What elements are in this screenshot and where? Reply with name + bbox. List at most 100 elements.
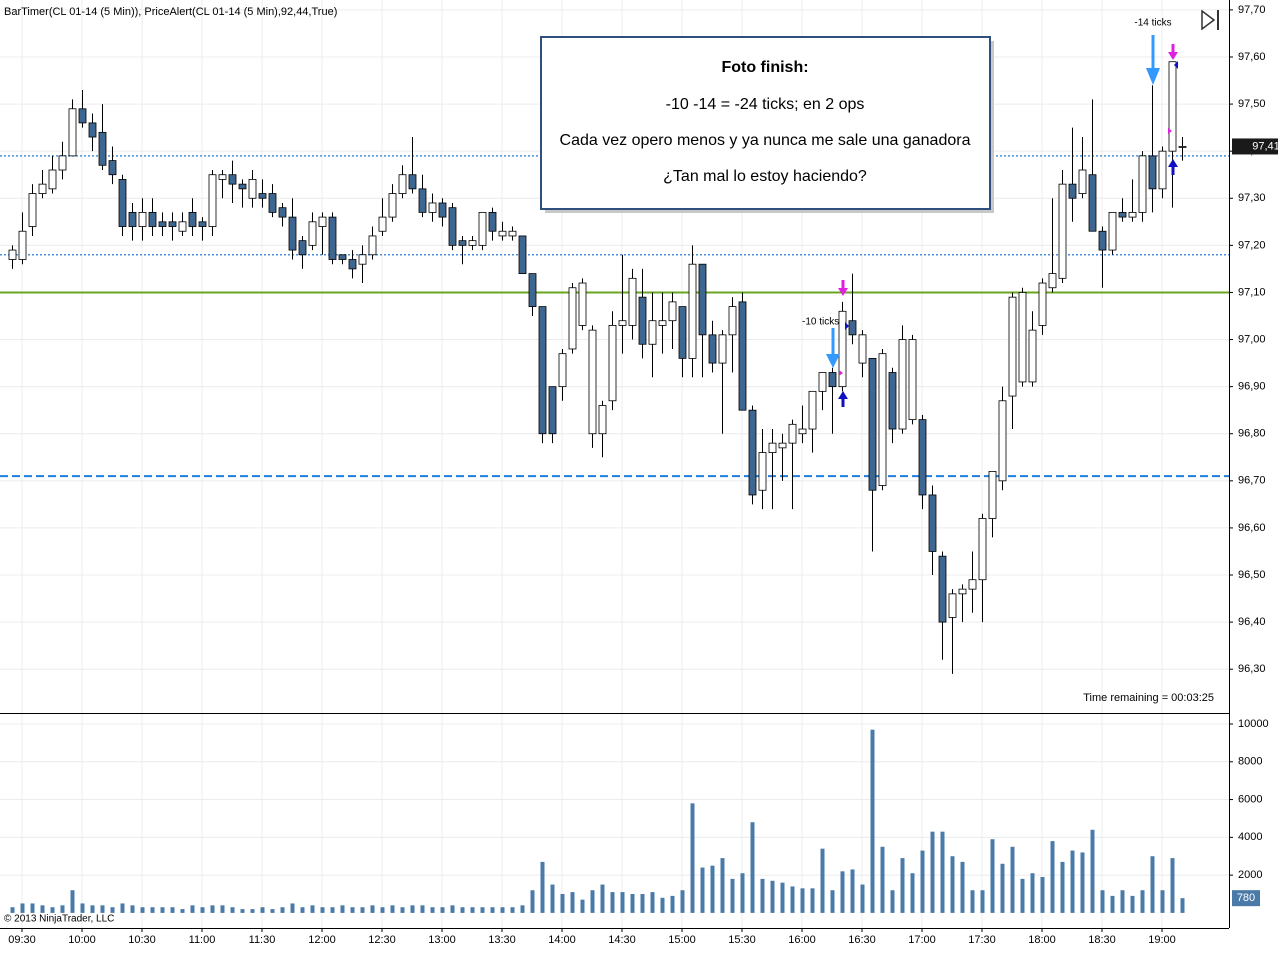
volume-bar	[850, 869, 855, 913]
marker	[1174, 61, 1178, 69]
marks-layer	[8, 61, 1187, 913]
candle-body	[208, 174, 217, 227]
candle-body	[1108, 211, 1117, 251]
candle-body	[1158, 150, 1167, 190]
volume-bar	[1130, 895, 1135, 913]
volume-bar	[1180, 898, 1185, 913]
volume-bar	[80, 903, 85, 913]
candle-body	[268, 193, 277, 213]
x-tick-label: 10:30	[128, 934, 156, 946]
y-tick-label: 96,50	[1238, 569, 1266, 581]
y-tick-label: 10000	[1238, 718, 1269, 730]
candle-body	[308, 221, 317, 246]
box-frame	[540, 36, 991, 210]
y-tick-label: 96,90	[1238, 381, 1266, 393]
volume-bar	[1150, 856, 1155, 913]
volume-bar	[930, 831, 935, 913]
candle-body	[108, 160, 117, 176]
x-tick-label: 15:00	[668, 934, 696, 946]
volume-bar	[740, 873, 745, 913]
volume-bar	[50, 907, 55, 913]
volume-bar	[590, 890, 595, 913]
candle-body	[968, 579, 977, 590]
x-tick-label: 19:00	[1148, 934, 1176, 946]
y-tick-label: 97,10	[1238, 286, 1266, 298]
candle-body	[398, 174, 407, 194]
annotation: -14 ticks	[1134, 18, 1171, 29]
y-tick-label: 4000	[1238, 831, 1262, 843]
candle-body	[828, 372, 837, 388]
candle-body	[1088, 174, 1097, 232]
candle-body	[468, 240, 477, 246]
candle-body	[658, 320, 667, 326]
volume-bar	[730, 878, 735, 913]
candle-body	[898, 339, 907, 430]
volume-bar	[330, 907, 335, 913]
candle-body	[868, 357, 877, 491]
candle-body	[418, 188, 427, 213]
candle-body	[528, 273, 537, 307]
candle-body	[1048, 273, 1057, 289]
volume-bar	[250, 909, 255, 913]
candle-body	[958, 588, 967, 595]
box-line: ¿Tan mal lo estoy haciendo?	[663, 168, 867, 185]
volume-bar	[280, 907, 285, 913]
y-tick-label: 96,60	[1238, 522, 1266, 534]
trade-markers: -10 ticks -14 ticks	[802, 18, 1178, 407]
x-tick-label: 09:30	[8, 934, 36, 946]
x-tick-label: 18:30	[1088, 934, 1116, 946]
volume-bar	[1120, 890, 1125, 913]
candle-body	[488, 211, 497, 232]
volume-bar	[600, 884, 605, 913]
candle-body	[1118, 211, 1127, 218]
candle-body	[738, 301, 747, 411]
candle-body	[758, 452, 767, 491]
candle-body	[748, 409, 757, 496]
candle-body	[1028, 329, 1037, 383]
volume-bar	[610, 892, 615, 913]
candle-body	[688, 263, 697, 359]
candle-body	[848, 320, 857, 336]
volume-bar	[1140, 890, 1145, 913]
volume-bar	[570, 892, 575, 913]
volume-bar	[920, 850, 925, 913]
candle-body	[698, 263, 707, 336]
volume-bar	[470, 907, 475, 913]
volume-bar	[1100, 890, 1105, 913]
volume-bar	[690, 803, 695, 913]
candle-body	[498, 230, 507, 237]
y-tick-label: 2000	[1238, 869, 1262, 881]
volume-bar	[410, 905, 415, 913]
volume-bar	[670, 895, 675, 913]
candle-body	[888, 372, 897, 430]
y-tick-label: 97,30	[1238, 192, 1266, 204]
candle-body	[448, 207, 457, 246]
copyright: © 2013 NinjaTrader, LLC	[4, 914, 114, 925]
y-tick-label: 8000	[1238, 756, 1262, 768]
x-tick-label: 12:30	[368, 934, 396, 946]
volume-bar	[380, 907, 385, 913]
exit-arrow-head	[1168, 159, 1178, 167]
volume-bar	[20, 903, 25, 913]
candle-body	[908, 339, 917, 421]
candle-body	[918, 419, 927, 496]
end-icon[interactable]	[1201, 9, 1216, 31]
volume-bar	[180, 909, 185, 913]
x-tick-label: 17:30	[968, 934, 996, 946]
candle-body	[798, 428, 807, 435]
volume-bar	[550, 884, 555, 913]
volume-bar	[150, 907, 155, 913]
candle-body	[628, 277, 637, 326]
y-tick-label: 96,80	[1238, 428, 1266, 440]
volume-bar	[630, 894, 635, 913]
volume-bar	[450, 905, 455, 913]
volume-bar	[780, 882, 785, 913]
candle-body	[148, 211, 157, 227]
y-tick-label: 6000	[1238, 793, 1262, 805]
candle-body	[348, 259, 357, 270]
candle-body	[248, 179, 257, 199]
volume-bar	[910, 873, 915, 913]
volume-bar	[820, 848, 825, 913]
end-button[interactable]	[1201, 9, 1219, 31]
